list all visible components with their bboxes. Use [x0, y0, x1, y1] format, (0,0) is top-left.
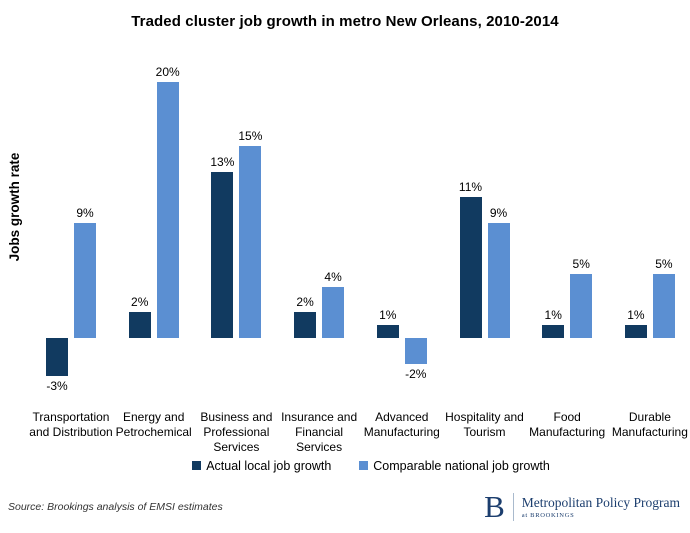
value-label: 4%: [324, 269, 342, 284]
bar-actual: [211, 171, 234, 338]
value-label: -3%: [46, 379, 68, 394]
value-label: 11%: [458, 180, 483, 195]
category-label: Transportation and Distribution: [29, 410, 113, 439]
bar-national: [239, 146, 262, 338]
bar-national: [322, 286, 345, 338]
value-label: 1%: [544, 308, 562, 323]
bar-actual: [459, 197, 482, 338]
bar-actual: [542, 325, 565, 338]
logo-subtitle: at BROOKINGS: [521, 511, 575, 519]
value-label: -2%: [405, 366, 427, 381]
value-label: 1%: [627, 308, 645, 323]
legend-item: Actual local job growth: [192, 459, 331, 473]
bar-national: [404, 338, 427, 364]
bar-actual: [624, 325, 647, 338]
chart-title: Traded cluster job growth in metro New O…: [131, 13, 559, 30]
legend-label: Actual local job growth: [206, 459, 332, 473]
legend: Actual local job growth Comparable nation…: [0, 459, 690, 473]
bar-actual: [294, 312, 317, 338]
bar-national: [570, 274, 593, 338]
bar-national: [652, 274, 675, 338]
source-note: Source: Brookings analysis of EMSI estim…: [8, 501, 223, 513]
brookings-b-icon: B: [484, 489, 505, 524]
footer: Source: Brookings analysis of EMSI estim…: [0, 480, 690, 524]
logo-program-name: Metropolitan Policy Program: [521, 494, 680, 510]
value-label: 15%: [238, 129, 263, 143]
brookings-logo: B Metropolitan Policy Program at BROOKIN…: [484, 489, 680, 524]
value-label: 1%: [379, 308, 397, 323]
legend-swatch-icon: [192, 461, 202, 470]
bar-actual: [128, 312, 151, 338]
legend-label: Comparable national job growth: [373, 459, 550, 473]
legend-item: Comparable national job growth: [359, 459, 550, 473]
value-label: 5%: [572, 257, 590, 271]
category-label: Durable Manufacturing: [611, 410, 688, 439]
legend-swatch-icon: [359, 461, 369, 470]
logo-divider: [512, 493, 514, 521]
bar-actual: [46, 338, 68, 377]
bar-actual: [376, 325, 399, 338]
plot-area: -3% 9% Transportation and Distribution 2% 20…: [0, 40, 690, 480]
category-label: Hospitality and Tourism: [445, 410, 524, 439]
category-label: Advanced Manufacturing: [363, 410, 440, 439]
bar-national: [156, 82, 179, 338]
bar-national: [487, 222, 510, 338]
value-label: 20%: [155, 65, 180, 79]
value-label: 2%: [131, 295, 149, 310]
logo-text: Metropolitan Policy Program at BROOKINGS: [521, 494, 680, 519]
value-label: 9%: [489, 205, 508, 220]
category-label: Business and Professional Services: [200, 410, 273, 454]
value-label: 13%: [210, 154, 235, 169]
chart-area: Jobs growth rate -3% 9% Transportation and…: [0, 40, 690, 480]
category-label: Food Manufacturing: [529, 410, 606, 439]
bar-national: [74, 222, 96, 338]
category-label: Energy and Petrochemical: [115, 410, 192, 439]
value-label: 9%: [76, 205, 94, 220]
value-label: 2%: [296, 295, 314, 310]
value-label: 5%: [655, 257, 673, 271]
category-label: Insurance and Financial Services: [281, 410, 358, 454]
